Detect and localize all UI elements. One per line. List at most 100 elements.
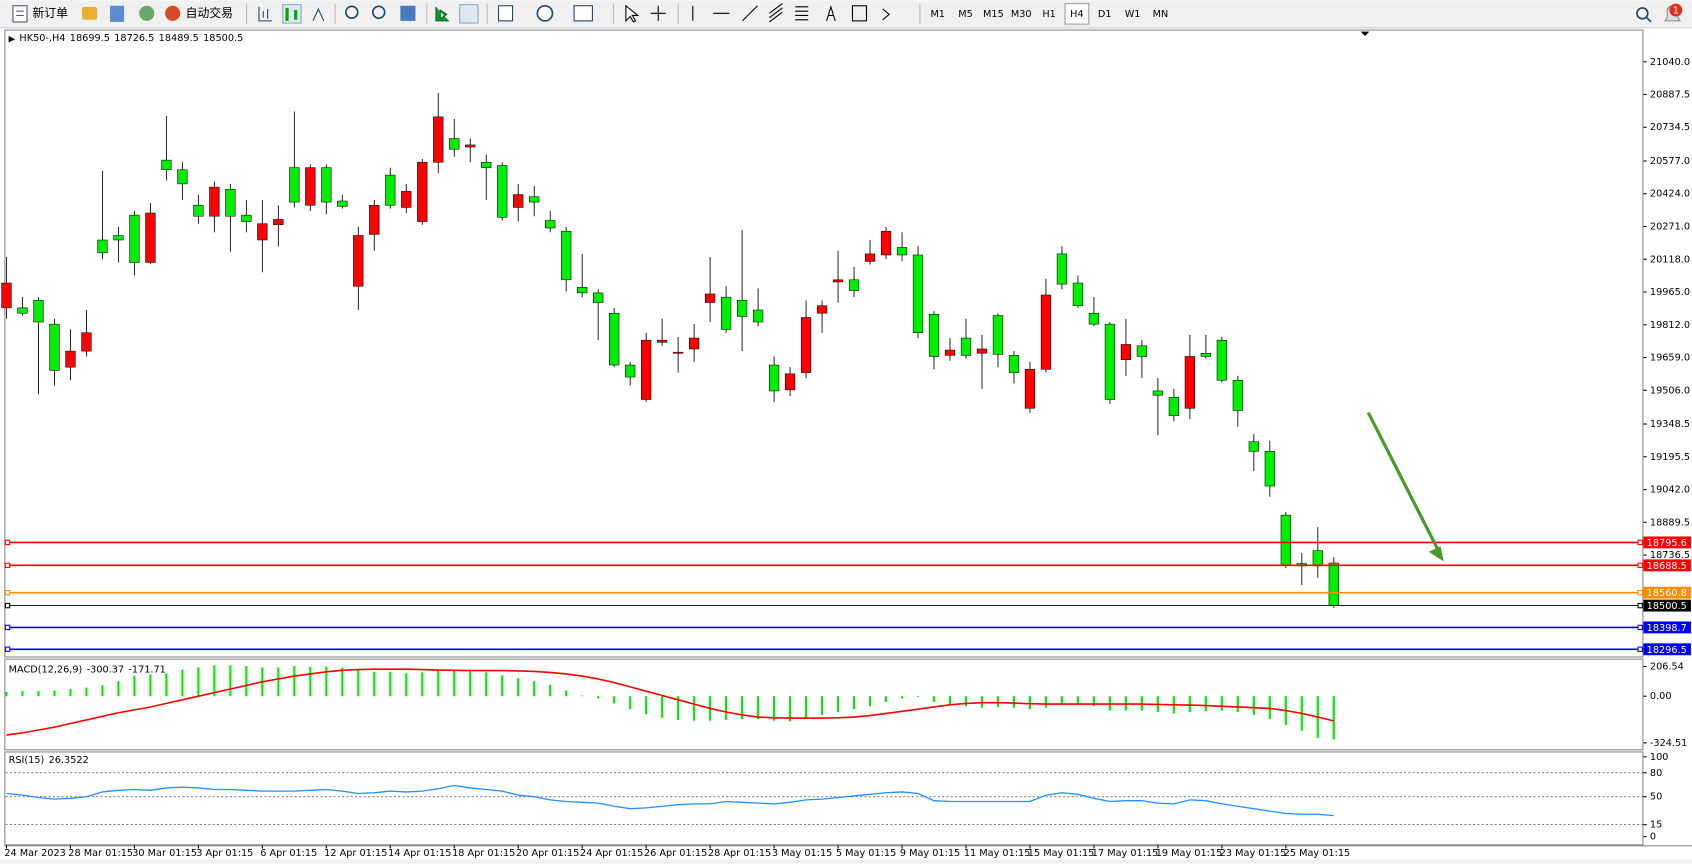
y-tick-label: 19348.5	[1650, 419, 1690, 430]
candle-body	[880, 230, 892, 256]
y-tick-label: 0.00	[1650, 691, 1672, 702]
icon[interactable]	[82, 6, 98, 20]
x-tick-label: 3 Apr 01:15	[196, 848, 253, 859]
candle-body	[273, 219, 284, 226]
candle-body	[673, 351, 684, 354]
tile-icon[interactable]	[400, 5, 416, 21]
x-tick-label: 3 May 01:15	[772, 848, 832, 859]
x-tick-label: 5 May 01:15	[836, 848, 896, 859]
timeframe-button[interactable]: W1	[1125, 9, 1141, 20]
timeframe-button[interactable]: M5	[958, 9, 973, 20]
candle-body	[33, 300, 44, 323]
timeframe-button[interactable]: M30	[1011, 9, 1032, 20]
candle-body	[225, 188, 236, 217]
cursor-icon[interactable]	[625, 4, 640, 23]
auto-trading-label[interactable]: 自动交易	[186, 6, 233, 20]
candle-body	[209, 186, 220, 217]
x-tick-label: 30 Mar 01:15	[132, 848, 197, 859]
zoom-out-icon[interactable]	[372, 5, 386, 19]
y-tick-label: 19042.0	[1650, 485, 1690, 496]
candle-body	[305, 167, 316, 206]
y-tick-label: 20118.0	[1650, 254, 1690, 265]
label-tool-icon[interactable]	[851, 5, 868, 22]
candle-body	[353, 235, 364, 287]
arrow-tool-icon[interactable]	[882, 8, 891, 21]
level-handle	[1637, 589, 1643, 596]
candle-body	[545, 220, 556, 229]
icon[interactable]	[139, 5, 155, 21]
search-icon[interactable]	[1636, 7, 1649, 20]
timeframe-button[interactable]: MN	[1153, 9, 1169, 20]
main-panel-frame	[4, 29, 1644, 658]
timeframe-button[interactable]: M1	[930, 9, 945, 20]
timeframe-button[interactable]: H4	[1070, 9, 1083, 20]
candle-body	[1168, 397, 1180, 417]
template-icon[interactable]	[573, 5, 593, 22]
candle-body	[321, 167, 332, 203]
candle-body	[992, 315, 1004, 355]
chart-layer: 21040.0 20887.5 20734.5 20577.0 20424.0 20271…	[1, 33, 1691, 859]
icon[interactable]	[110, 5, 125, 22]
annotation-arrowhead	[1428, 546, 1444, 562]
zoom-in-icon[interactable]	[345, 5, 359, 19]
y-tick-label: 100	[1650, 752, 1669, 763]
candle-body	[625, 364, 636, 378]
y-tick-label: 50	[1650, 792, 1662, 803]
new-order-button[interactable]: 新订单	[12, 5, 68, 23]
candle-body	[577, 287, 588, 294]
rsi-line	[6, 784, 1334, 817]
macd-signal-line	[6, 668, 1334, 736]
y-tick-label: 19659.0	[1650, 353, 1690, 364]
candle-body	[912, 254, 924, 333]
channel-icon[interactable]	[769, 3, 783, 23]
macd-panel-frame	[4, 658, 1644, 751]
indicator-icon[interactable]	[497, 5, 514, 22]
y-tick-label: 19965.0	[1650, 287, 1690, 298]
icon[interactable]	[312, 7, 325, 22]
candle-body	[337, 200, 348, 207]
y-tick-label: 15	[1650, 820, 1662, 831]
timeframe-button[interactable]: M15	[983, 9, 1004, 20]
candle-body	[1264, 451, 1275, 487]
candle-body	[848, 279, 860, 291]
level-label: 18795.6	[1647, 538, 1687, 549]
y-tick-label: 19195.5	[1650, 452, 1690, 463]
candle-body	[513, 194, 524, 208]
crosshair-icon[interactable]	[650, 5, 666, 21]
x-tick-label: 19 May 01:15	[1156, 848, 1223, 859]
candle-body	[1104, 323, 1116, 400]
candle-body	[1120, 344, 1132, 360]
fibo-icon[interactable]	[795, 6, 809, 21]
level-handle	[4, 539, 11, 546]
period-icon[interactable]	[536, 4, 554, 22]
candle-body	[1216, 339, 1227, 381]
x-tick-label: 24 Apr 01:15	[580, 848, 643, 859]
trendline-icon[interactable]	[742, 5, 758, 22]
icon[interactable]	[435, 6, 449, 22]
x-tick-label: 26 Apr 01:15	[644, 848, 707, 859]
notifications[interactable]: 1	[1664, 3, 1683, 22]
level-handle	[1637, 539, 1643, 546]
candle-body	[768, 364, 780, 392]
level-label-bg	[1643, 559, 1691, 572]
new-order-label[interactable]: 新订单	[32, 6, 68, 20]
timeframe-button[interactable]: D1	[1098, 9, 1112, 20]
auto-trading-button[interactable]: 自动交易	[165, 5, 233, 21]
x-tick-label: 9 May 01:15	[900, 848, 960, 859]
search-icon	[1646, 17, 1652, 23]
text-tool-icon[interactable]	[826, 5, 836, 22]
timeframe-button[interactable]: H1	[1042, 9, 1055, 20]
candle-body	[289, 167, 300, 203]
candle-body	[960, 337, 972, 356]
candle-body	[752, 309, 764, 323]
level-label: 18500.5	[1647, 601, 1687, 612]
candle-body	[257, 223, 268, 241]
icon[interactable]	[459, 4, 479, 24]
candle-body	[609, 312, 620, 366]
x-tick-label: 6 Apr 01:15	[260, 848, 317, 859]
candle-body	[1008, 355, 1020, 373]
candle-body	[784, 373, 796, 391]
icon[interactable]	[258, 6, 272, 22]
candle-body	[1088, 312, 1100, 325]
